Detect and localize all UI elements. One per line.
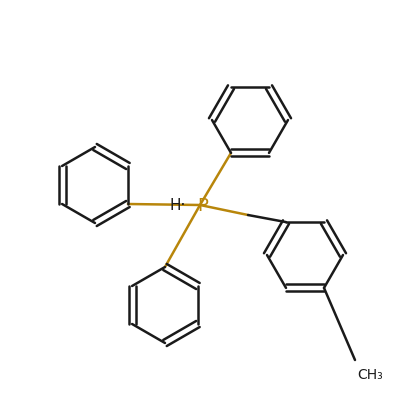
Text: P: P (198, 197, 208, 215)
Text: CH₃: CH₃ (357, 368, 383, 382)
Text: H·: H· (170, 198, 186, 214)
